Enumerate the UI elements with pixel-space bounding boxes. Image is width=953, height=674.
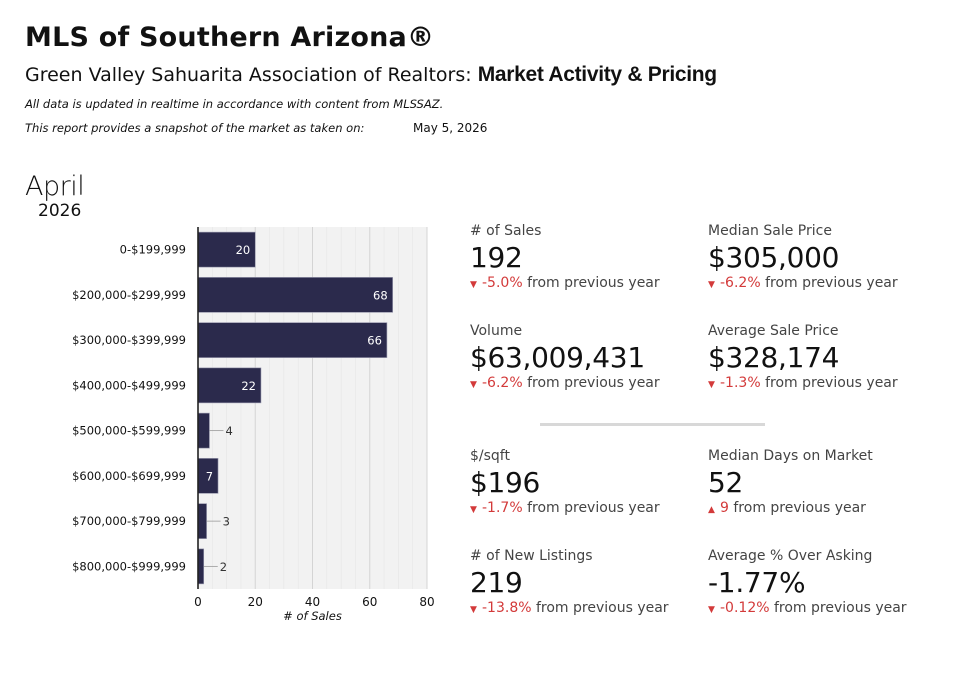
stat-change-suffix: from previous year <box>522 500 660 516</box>
stat-change-suffix: from previous year <box>728 500 866 516</box>
stat-new-listings: # of New Listings 219 ▼ -13.8% from previ… <box>470 548 669 616</box>
stat-change: ▼ -13.8% from previous year <box>470 600 669 616</box>
data-label: 7 <box>206 469 213 483</box>
bar <box>197 231 256 268</box>
snapshot-note: This report provides a snapshot of the m… <box>25 121 365 135</box>
data-label: 66 <box>367 334 382 348</box>
stat-value: 52 <box>708 466 744 499</box>
period-year: 2026 <box>38 201 82 221</box>
stat-change-pct: -6.2% <box>482 375 523 391</box>
category-label: $800,000-$999,999 <box>72 559 186 573</box>
report-title: Green Valley Sahuarita Association of Re… <box>25 63 717 87</box>
arrow-down-icon: ▼ <box>470 505 477 515</box>
stat-median-sale-price: Median Sale Price $305,000 ▼ -6.2% from p… <box>708 223 898 291</box>
stat-label: # of New Listings <box>470 548 593 564</box>
stat-change-pct: -0.12% <box>720 600 770 616</box>
stat-value: 219 <box>470 566 523 599</box>
x-tick-label: 0 <box>194 595 202 609</box>
stat-value: $63,009,431 <box>470 341 645 374</box>
bar <box>197 367 262 404</box>
x-tick-label: 40 <box>305 595 320 609</box>
x-tick-label: 60 <box>362 595 377 609</box>
stat-change-suffix: from previous year <box>522 375 660 391</box>
x-axis-label: # of Sales <box>283 609 342 623</box>
stat-change-pct: -6.2% <box>720 275 761 291</box>
data-label: 20 <box>236 243 251 257</box>
stat-average-over-asking: Average % Over Asking -1.77% ▼ -0.12% fro… <box>708 548 907 616</box>
stat-price-per-sqft: $/sqft $196 ▼ -1.7% from previous year <box>470 448 660 516</box>
arrow-down-icon: ▼ <box>708 280 715 290</box>
report-date: May 5, 2026 <box>413 121 488 135</box>
arrow-down-icon: ▼ <box>470 605 477 615</box>
stat-value: $305,000 <box>708 241 840 274</box>
bar <box>197 277 393 313</box>
stat-value: -1.77% <box>708 566 806 599</box>
stat-change: ▼ -6.2% from previous year <box>708 275 898 291</box>
stat-change: ▼ -1.3% from previous year <box>708 375 898 391</box>
report-title-prefix: Green Valley Sahuarita Association of Re… <box>25 64 478 86</box>
category-label: $300,000-$399,999 <box>72 333 186 347</box>
stat-change: ▲ 9 from previous year <box>708 500 873 516</box>
category-label: $400,000-$499,999 <box>72 378 186 392</box>
stat-change-pct: 9 <box>720 500 729 516</box>
category-label: $200,000-$299,999 <box>72 288 186 302</box>
stat-average-sale-price: Average Sale Price $328,174 ▼ -1.3% from … <box>708 323 898 391</box>
stat-label: # of Sales <box>470 223 542 239</box>
data-label: 3 <box>223 515 230 529</box>
stat-change-suffix: from previous year <box>531 600 669 616</box>
stat-change-pct: -13.8% <box>482 600 532 616</box>
arrow-down-icon: ▼ <box>470 380 477 390</box>
period-month: April <box>25 171 85 202</box>
stat-value: 192 <box>470 241 523 274</box>
stat-label: Average Sale Price <box>708 323 839 339</box>
category-label: $700,000-$799,999 <box>72 514 186 528</box>
stat-change-suffix: from previous year <box>760 275 898 291</box>
stat-change: ▼ -6.2% from previous year <box>470 375 660 391</box>
bar <box>197 322 388 358</box>
stat-change: ▼ -1.7% from previous year <box>470 500 660 516</box>
arrow-down-icon: ▼ <box>708 380 715 390</box>
stat-change-suffix: from previous year <box>769 600 907 616</box>
sales-by-price-chart: 0-$199,999 20$200,000-$299,999 68$300,000-… <box>72 227 435 623</box>
data-label: 2 <box>220 560 227 574</box>
stat-change: ▼ -0.12% from previous year <box>708 600 907 616</box>
stat-value: $328,174 <box>708 341 840 374</box>
arrow-down-icon: ▼ <box>470 280 477 290</box>
stat-change-suffix: from previous year <box>522 275 660 291</box>
category-label: $600,000-$699,999 <box>72 469 186 483</box>
bar <box>197 412 210 449</box>
data-label: 22 <box>241 379 256 393</box>
stat-change-pct: -1.7% <box>482 500 523 516</box>
stat-label: Volume <box>470 323 523 339</box>
stat-label: Average % Over Asking <box>708 548 873 564</box>
category-label: 0-$199,999 <box>120 243 186 257</box>
stat-change: ▼ -5.0% from previous year <box>470 275 660 291</box>
stat-label: Median Days on Market <box>708 448 873 464</box>
bar <box>197 548 205 585</box>
data-label: 68 <box>373 288 388 302</box>
stat-sales: # of Sales 192 ▼ -5.0% from previous year <box>470 223 660 291</box>
stat-change-pct: -5.0% <box>482 275 523 291</box>
stat-value: $196 <box>470 466 541 499</box>
arrow-down-icon: ▼ <box>708 605 715 615</box>
x-tick-label: 80 <box>419 595 434 609</box>
stat-median-days-on-market: Median Days on Market 52 ▲ 9 from previou… <box>708 448 873 516</box>
org-title: MLS of Southern Arizona® <box>25 22 435 53</box>
report-title-strong: Market Activity & Pricing <box>477 63 717 86</box>
arrow-up-icon: ▲ <box>708 505 715 515</box>
realtime-note: All data is updated in realtime in accor… <box>25 97 444 111</box>
category-label: $500,000-$599,999 <box>72 424 186 438</box>
stat-volume: Volume $63,009,431 ▼ -6.2% from previous … <box>470 323 660 391</box>
stat-change-pct: -1.3% <box>720 375 761 391</box>
stat-change-suffix: from previous year <box>760 375 898 391</box>
stats-divider <box>540 423 765 426</box>
stat-label: $/sqft <box>470 448 510 464</box>
stat-label: Median Sale Price <box>708 223 832 239</box>
bar <box>197 503 207 539</box>
data-label: 4 <box>225 424 232 438</box>
x-tick-label: 20 <box>248 595 263 609</box>
